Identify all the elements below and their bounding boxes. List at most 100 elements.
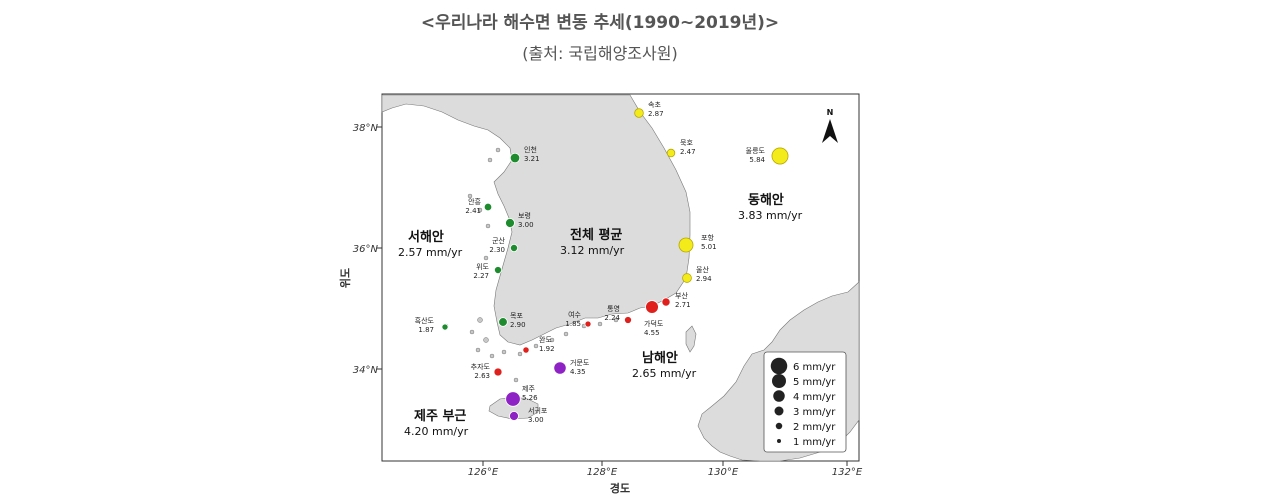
lat-tick-34: 34°N (353, 365, 379, 376)
station-marker (645, 300, 659, 314)
region-rate: 3.12 mm/yr (560, 244, 625, 257)
station-marker (505, 218, 515, 228)
region-name: 전체 평균 (570, 227, 622, 243)
north-arrow-icon: N (822, 108, 838, 143)
station-name: 묵호 (680, 139, 693, 147)
region-name: 제주 부근 (414, 409, 466, 424)
station-value: 2.41 (465, 207, 481, 215)
station-name: 완도 (539, 336, 552, 344)
lon-tick-130: 130°E (708, 467, 739, 478)
y-axis-label: 위도 (339, 268, 352, 288)
region-rate: 2.57 mm/yr (398, 246, 463, 259)
station-marker (498, 317, 508, 327)
legend-label: 3 mm/yr (793, 407, 836, 418)
station-marker (553, 361, 567, 375)
source-note: (출처: 국립해양조사원) (522, 44, 678, 63)
lat-tick-38: 38°N (353, 123, 379, 134)
station-name: 울릉도 (746, 147, 766, 155)
lon-ticks: 126°E 128°E 130°E 132°E (468, 461, 863, 478)
lon-tick-128: 128°E (587, 467, 618, 478)
lat-tick-36: 36°N (353, 244, 379, 255)
station-name: 추자도 (471, 362, 491, 371)
station-name: 여수 (568, 310, 581, 319)
station-marker (509, 152, 521, 164)
station-marker (494, 266, 502, 274)
station-name: 울산 (696, 265, 709, 274)
station-marker (493, 367, 503, 377)
legend-marker (774, 406, 784, 416)
legend-label: 5 mm/yr (793, 377, 836, 388)
region-name: 동해안 (748, 192, 784, 208)
station-marker (666, 148, 676, 158)
north-label: N (827, 108, 834, 117)
station-name: 가덕도 (644, 319, 664, 328)
station-value: 5.01 (701, 243, 717, 251)
station-name: 인천 (524, 145, 537, 154)
station-value: 2.24 (604, 314, 620, 322)
station-marker (584, 320, 592, 328)
station-value: 2.30 (489, 246, 505, 254)
station-name: 위도 (476, 263, 489, 271)
station-value: 2.87 (648, 110, 664, 118)
station-marker (509, 243, 519, 253)
station-marker (661, 297, 671, 307)
station-value: 4.55 (644, 329, 660, 337)
station-value: 3.00 (528, 416, 544, 424)
legend: 6 mm/yr 5 mm/yr 4 mm/yr 3 mm/yr 2 mm/yr 1 mm/… (763, 351, 847, 453)
station-marker (678, 237, 694, 253)
station-name: 포항 (701, 233, 714, 242)
lon-tick-126: 126°E (468, 467, 499, 478)
region-rate: 2.65 mm/yr (632, 367, 697, 380)
legend-marker (772, 374, 786, 388)
station-value: 2.71 (675, 301, 691, 309)
station-name: 서귀포 (528, 406, 548, 415)
station-name: 통영 (607, 304, 620, 313)
station-value: 1.85 (565, 320, 581, 328)
station-marker (509, 411, 519, 421)
station-marker (624, 316, 632, 324)
x-axis-label: 경도 (610, 481, 630, 495)
lon-tick-132: 132°E (832, 467, 863, 478)
station-value: 5.84 (749, 156, 765, 164)
station-marker (682, 273, 692, 283)
station-name: 안흥 (468, 197, 481, 206)
station-name: 보령 (518, 212, 531, 220)
island-dots (443, 147, 619, 383)
legend-items: 6 mm/yr 5 mm/yr 4 mm/yr 3 mm/yr 2 mm/yr 1 mm/… (770, 357, 836, 448)
page-title: <우리나라 해수면 변동 추세(1990~2019년)> (420, 13, 780, 33)
station-name: 부산 (675, 291, 688, 300)
region-rate: 4.20 mm/yr (404, 425, 469, 438)
station-marker (483, 202, 493, 212)
station-name: 목포 (510, 312, 523, 320)
station-value: 1.87 (418, 326, 434, 334)
legend-label: 2 mm/yr (793, 422, 836, 433)
region-name: 서해안 (408, 229, 444, 245)
station-marker (505, 391, 521, 407)
station-marker (441, 323, 449, 331)
lat-ticks: 38°N 36°N 34°N (353, 123, 382, 376)
station-value: 2.47 (680, 148, 696, 156)
region-name: 남해안 (642, 350, 678, 366)
station-marker (771, 147, 789, 165)
station-value: 2.94 (696, 275, 712, 283)
station-value: 2.63 (474, 372, 490, 380)
station-value: 2.90 (510, 321, 526, 329)
station-name: 속초 (648, 101, 661, 109)
station-value: 2.27 (473, 272, 489, 280)
station-marker (522, 346, 530, 354)
tsushima-island (685, 325, 697, 353)
station-marker (634, 108, 644, 118)
legend-label: 4 mm/yr (793, 392, 836, 403)
legend-label: 6 mm/yr (793, 362, 836, 373)
station-name: 거문도 (570, 358, 590, 367)
station-value: 4.35 (570, 368, 586, 376)
station-name: 제주 (522, 385, 535, 393)
station-value: 3.21 (524, 155, 540, 163)
legend-marker (777, 439, 781, 443)
station-value: 1.92 (539, 345, 555, 353)
station-value: 5.26 (522, 394, 538, 402)
legend-label: 1 mm/yr (793, 437, 836, 448)
